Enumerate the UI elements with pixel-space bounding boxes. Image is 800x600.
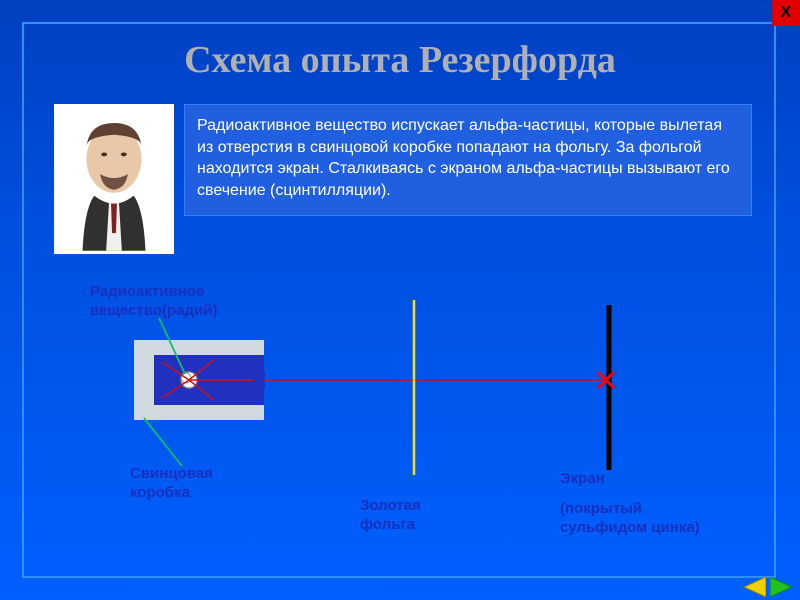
close-button[interactable]: X <box>772 0 800 26</box>
pointer-lead <box>144 418 182 466</box>
close-label: X <box>781 4 792 22</box>
nav-prev-button[interactable] <box>740 577 766 597</box>
description-box: Радиоактивное вещество испускает альфа-ч… <box>184 104 752 216</box>
description-text: Радиоактивное вещество испускает альфа-ч… <box>197 117 730 199</box>
arrow-right-icon <box>770 577 792 597</box>
arrow-left-icon <box>744 577 766 597</box>
page-title: Схема опыта Резерфорда <box>0 38 800 82</box>
nav-next-button[interactable] <box>770 577 796 597</box>
label-screen-sub: (покрытый сульфидом цинка) <box>560 500 700 538</box>
experiment-diagram <box>54 280 754 490</box>
label-gold-foil: Золотая фольга <box>360 497 460 535</box>
portrait-rutherford <box>54 104 174 254</box>
portrait-icon <box>55 105 173 253</box>
